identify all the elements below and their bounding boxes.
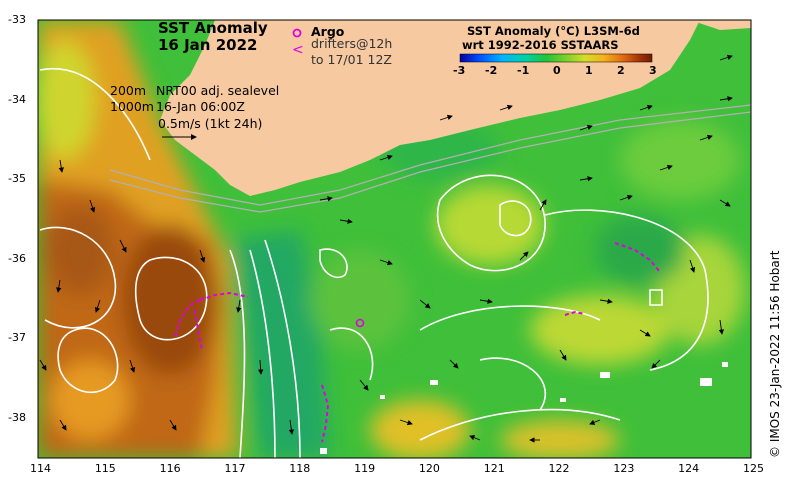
latitude-tick-label: -33	[8, 13, 26, 26]
current-vectors	[39, 54, 733, 443]
colorbar-title-2: wrt 1992-2016 SSTAARS	[462, 38, 619, 52]
colorbar-title-1: SST Anomaly (°C) L3SM-6d	[467, 24, 640, 38]
colorbar-tick-label: -2	[485, 64, 498, 77]
latitude-tick-label: -35	[8, 172, 26, 185]
drifter-legend-label-1: drifters@12h	[311, 36, 393, 51]
latitude-tick-label: -36	[8, 251, 26, 265]
colorbar	[459, 53, 653, 63]
map-title-line2: 16 Jan 2022	[158, 36, 258, 54]
longitude-tick-label: 123	[613, 462, 635, 475]
longitude-tick-label: 121	[483, 462, 505, 475]
colorbar-tick-label: 0	[553, 64, 561, 77]
drifter-legend-icon: <	[292, 42, 304, 58]
sst-field	[38, 20, 751, 458]
longitude-tick-label: 120	[418, 462, 440, 475]
scale-label: 0.5m/s (1kt 24h)	[158, 116, 263, 131]
longitude-tick-label: 117	[224, 462, 246, 475]
drifter-legend-label-2: to 17/01 12Z	[311, 52, 392, 67]
map-title-line1: SST Anomaly	[158, 19, 268, 37]
credit-text: © IMOS 23-Jan-2022 11:56 Hobart	[768, 250, 782, 458]
colorbar-tick-label: 2	[617, 64, 625, 77]
longitude-tick-label: 114	[30, 462, 51, 475]
argo-legend-label: Argo	[311, 24, 345, 39]
latitude-tick-label: -34	[8, 92, 26, 106]
map-frame	[37, 19, 752, 459]
longitude-tick-label: 124	[678, 462, 700, 475]
longitude-tick-label: 115	[94, 462, 116, 475]
longitude-tick-label: 116	[159, 462, 181, 475]
colorbar-tick-label: -1	[517, 64, 530, 77]
latitude-tick-label: -38	[8, 410, 26, 424]
sealevel-label: NRT00 adj. sealevel	[156, 83, 280, 98]
colorbar-tick-label: 1	[585, 64, 593, 77]
latitude-tick-label: -37	[8, 331, 26, 344]
datetime-label: 16-Jan 06:00Z	[156, 99, 245, 114]
longitude-tick-label: 118	[289, 462, 311, 475]
longitude-tick-label: 122	[548, 462, 570, 475]
isobath-label-200m: 200m	[110, 83, 147, 98]
colorbar-tick-label: 3	[649, 64, 657, 77]
isobath-label-1000m: 1000m	[110, 99, 154, 114]
longitude-tick-label: 125	[743, 462, 764, 475]
drifter-tracks	[174, 242, 661, 443]
argo-float-marker	[355, 318, 365, 328]
colorbar-tick-label: -3	[453, 64, 466, 77]
argo-legend-icon	[292, 28, 302, 38]
sealevel-contours	[39, 67, 709, 458]
longitude-tick-label: 119	[354, 462, 376, 475]
